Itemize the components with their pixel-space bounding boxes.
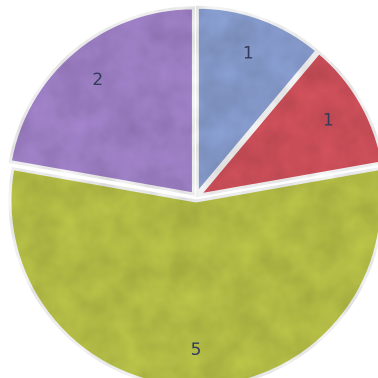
pie-slice-4 xyxy=(8,6,195,196)
pie-labels: 1 1 5 2 xyxy=(92,43,333,359)
pie-slice-label-1: 1 xyxy=(243,43,254,63)
pie-slice-label-2: 1 xyxy=(323,111,334,131)
pie-slice-label-4: 2 xyxy=(92,70,103,90)
pie-slice-3 xyxy=(8,166,378,378)
pie-slice-label-3: 5 xyxy=(191,340,202,360)
pie-slices xyxy=(8,5,378,378)
pie-slice-2 xyxy=(195,50,378,198)
pie-slice-1 xyxy=(195,5,320,198)
